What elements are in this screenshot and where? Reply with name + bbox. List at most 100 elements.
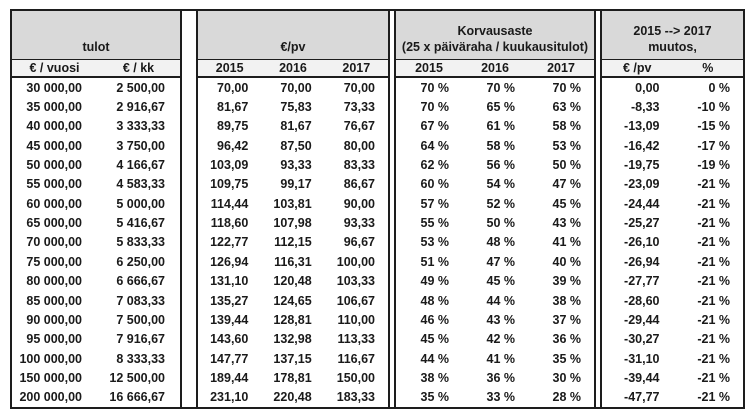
- table-cell: 30 000,00: [26, 80, 82, 95]
- table-cell: -30,27: [624, 332, 660, 347]
- table-cell: -21 %: [697, 216, 730, 231]
- table-cell: 3 333,33: [116, 119, 165, 134]
- table-cell: -21 %: [697, 351, 730, 366]
- table-cell: 7 083,33: [116, 293, 165, 308]
- column-group-tulot: tulot € / vuosi € / kk 30 000,00 2 500,00…: [10, 11, 182, 407]
- table-cell: 28 %: [552, 390, 582, 405]
- table-cell: 147,77: [210, 351, 249, 366]
- table-cell: 33 %: [486, 390, 516, 405]
- table-cell: 5 000,00: [116, 196, 165, 211]
- column-header-2017: 2017: [547, 61, 575, 75]
- table-cell: -25,27: [624, 216, 660, 231]
- table-cell: 139,44: [210, 312, 249, 327]
- table-cell: -26,10: [624, 235, 660, 250]
- table-cell: 36 %: [552, 332, 582, 347]
- table-cell: 189,44: [210, 370, 249, 385]
- table-cell: 0 %: [708, 80, 730, 95]
- table-cell: 70 %: [486, 80, 516, 95]
- subheader-row: € / vuosi € / kk: [12, 60, 180, 78]
- table-cell: 5 833,33: [116, 235, 165, 250]
- table-cell: 80 000,00: [26, 274, 82, 289]
- table-cell: 103,09: [210, 158, 249, 173]
- group-data-korvausaste: 70 % 70 % 70 % 70 % 65 % 63 % 67 % 61 % 58 % 64 %…: [396, 78, 594, 407]
- table-cell: 112,15: [274, 235, 312, 250]
- table-cell: -27,77: [624, 274, 660, 289]
- table-cell: 93,33: [343, 216, 375, 231]
- income-benefit-table: tulot € / vuosi € / kk 30 000,00 2 500,00…: [10, 9, 745, 409]
- column-header-eur-pv: € /pv: [623, 61, 652, 75]
- table-cell: 76,67: [343, 119, 375, 134]
- table-cell: 114,44: [210, 196, 249, 211]
- table-cell: 70 000,00: [26, 235, 82, 250]
- table-cell: 106,67: [336, 293, 375, 308]
- table-cell: 99,17: [280, 177, 312, 192]
- table-cell: 95 000,00: [26, 332, 82, 347]
- table-cell: 48 %: [486, 235, 516, 250]
- group-title-line1: Korvausaste: [457, 24, 533, 38]
- table-cell: -31,10: [624, 351, 660, 366]
- table-cell: -21 %: [697, 312, 730, 327]
- table-cell: 0,00: [635, 80, 660, 95]
- table-cell: 65 %: [486, 100, 516, 115]
- table-cell: 118,60: [210, 216, 249, 231]
- table-cell: 47 %: [486, 254, 516, 269]
- table-cell: 63 %: [552, 100, 582, 115]
- table-cell: 58 %: [486, 138, 516, 153]
- table-cell: 50 000,00: [26, 158, 82, 173]
- table-cell: 61 %: [486, 119, 516, 134]
- table-cell: -21 %: [697, 274, 730, 289]
- table-cell: 75,83: [280, 100, 312, 115]
- table-cell: 45 000,00: [26, 138, 82, 153]
- table-cell: 86,67: [343, 177, 375, 192]
- table-cell: -19 %: [697, 158, 730, 173]
- table-cell: 62 %: [420, 158, 450, 173]
- group-title-line2: €/pv: [280, 40, 306, 54]
- table-cell: -19,75: [624, 158, 660, 173]
- table-cell: 30 %: [552, 370, 582, 385]
- table-cell: 2 916,67: [116, 100, 165, 115]
- group-title-eur-per-day: €/pv: [198, 11, 388, 60]
- table-cell: 107,98: [273, 216, 312, 231]
- group-title-line2: (25 x päiväraha / kuukausitulot): [401, 40, 589, 54]
- table-cell: 70 %: [552, 80, 582, 95]
- table-cell: -28,60: [624, 293, 660, 308]
- table-cell: 67 %: [420, 119, 450, 134]
- table-cell: 150 000,00: [19, 370, 82, 385]
- table-cell: 41 %: [486, 351, 516, 366]
- table-cell: 44 %: [420, 351, 450, 366]
- table-cell: 128,81: [273, 312, 312, 327]
- table-cell: 43 %: [486, 312, 516, 327]
- table-cell: 87,50: [280, 138, 312, 153]
- group-title-line2: muutos,: [648, 40, 697, 54]
- table-cell: 43 %: [552, 216, 582, 231]
- table-cell: 120,48: [273, 274, 312, 289]
- table-cell: 5 416,67: [116, 216, 165, 231]
- table-cell: 3 750,00: [116, 138, 165, 153]
- table-cell: 41 %: [552, 235, 582, 250]
- column-header-eur-vuosi: € / vuosi: [29, 61, 80, 75]
- table-cell: 100 000,00: [19, 351, 82, 366]
- table-cell: 52 %: [486, 196, 516, 211]
- table-cell: 35 000,00: [26, 100, 82, 115]
- table-cell: 89,75: [217, 119, 249, 134]
- table-cell: 75 000,00: [26, 254, 82, 269]
- column-header-2015: 2015: [415, 61, 443, 75]
- table-cell: 2 500,00: [116, 80, 165, 95]
- table-cell: 96,67: [343, 235, 375, 250]
- table-cell: 57 %: [420, 196, 450, 211]
- table-cell: -21 %: [697, 332, 730, 347]
- table-cell: 38 %: [552, 293, 582, 308]
- column-header-percent: %: [702, 61, 714, 75]
- table-cell: 46 %: [420, 312, 450, 327]
- column-header-2015: 2015: [215, 61, 244, 75]
- table-cell: 58 %: [552, 119, 582, 134]
- column-header-2016: 2016: [481, 61, 509, 75]
- table-cell: -21 %: [697, 370, 730, 385]
- table-cell: 56 %: [486, 158, 516, 173]
- table-cell: 80,00: [343, 138, 375, 153]
- column-group-korvausaste: Korvausaste (25 x päiväraha / kuukausitu…: [394, 11, 596, 407]
- table-cell: 45 %: [420, 332, 450, 347]
- column-header-2016: 2016: [279, 61, 307, 75]
- table-cell: 40 %: [552, 254, 582, 269]
- table-cell: 200 000,00: [19, 390, 82, 405]
